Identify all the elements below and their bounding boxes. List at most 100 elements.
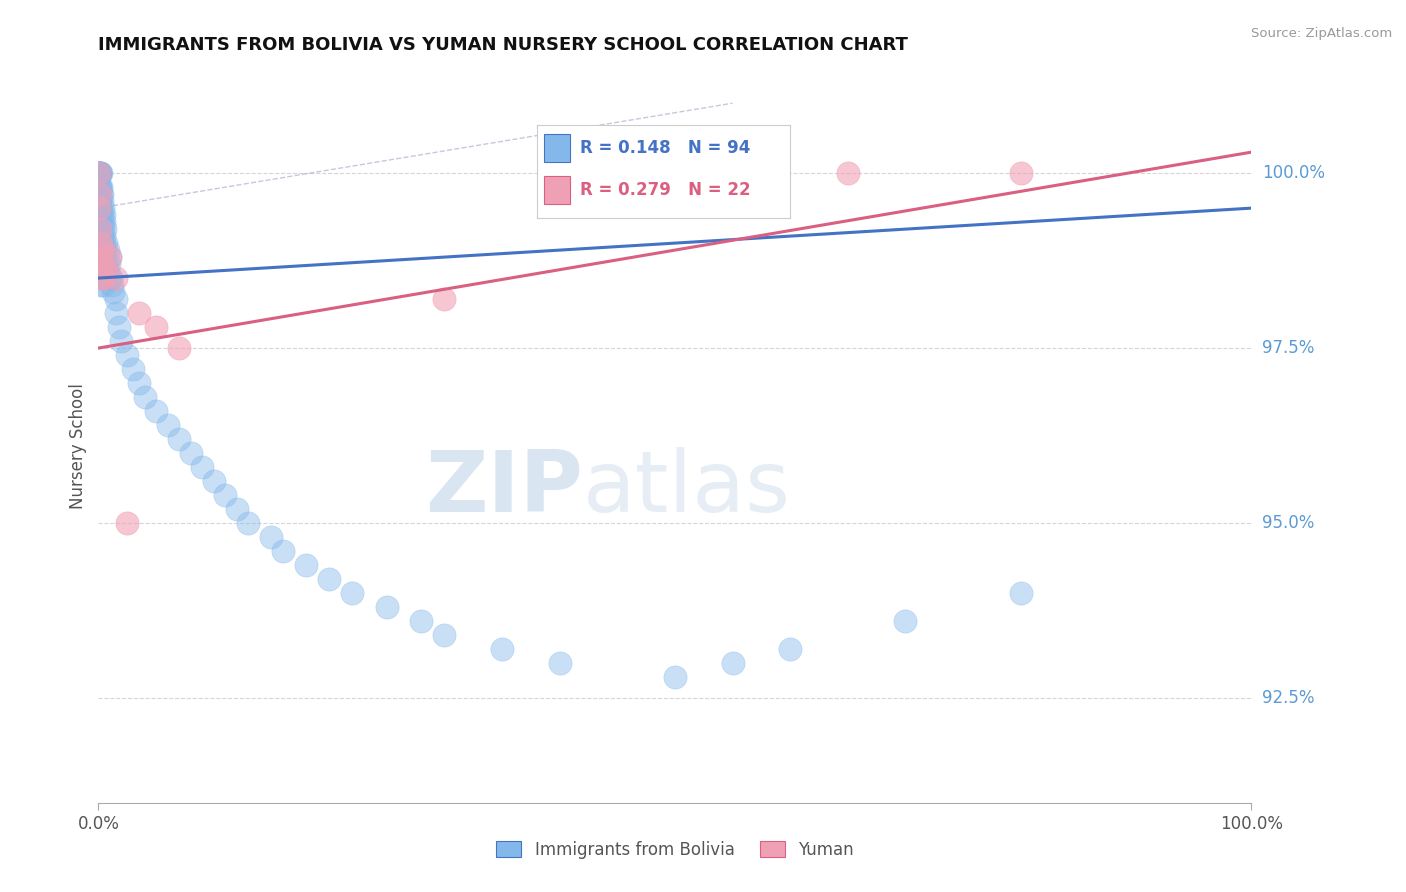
- Point: [89, 166, 111, 180]
- Point: [433, 628, 456, 642]
- Point: [89, 250, 111, 264]
- Point: [721, 166, 744, 180]
- Point: [1010, 586, 1032, 600]
- Point: [167, 341, 190, 355]
- Point: [89, 201, 111, 215]
- Point: [411, 614, 433, 628]
- Point: [91, 201, 114, 215]
- Point: [104, 271, 127, 285]
- Point: [145, 320, 167, 334]
- Point: [87, 208, 110, 222]
- Point: [89, 222, 111, 236]
- Point: [91, 243, 114, 257]
- Text: IMMIGRANTS FROM BOLIVIA VS YUMAN NURSERY SCHOOL CORRELATION CHART: IMMIGRANTS FROM BOLIVIA VS YUMAN NURSERY…: [98, 36, 908, 54]
- Point: [98, 271, 121, 285]
- Point: [91, 194, 114, 208]
- Text: 95.0%: 95.0%: [1263, 514, 1315, 532]
- Point: [156, 417, 179, 432]
- Point: [664, 166, 686, 180]
- Text: 92.5%: 92.5%: [1263, 689, 1315, 706]
- Point: [93, 271, 115, 285]
- Point: [491, 641, 513, 656]
- Point: [98, 250, 121, 264]
- Point: [779, 641, 801, 656]
- Point: [93, 215, 115, 229]
- Point: [104, 306, 127, 320]
- Point: [91, 222, 114, 236]
- Text: atlas: atlas: [582, 447, 790, 531]
- Point: [271, 544, 294, 558]
- Point: [87, 194, 110, 208]
- Point: [90, 229, 112, 244]
- Point: [90, 250, 112, 264]
- Point: [91, 243, 114, 257]
- Legend: Immigrants from Bolivia, Yuman: Immigrants from Bolivia, Yuman: [489, 835, 860, 866]
- Point: [89, 257, 111, 271]
- Point: [87, 166, 110, 180]
- Point: [110, 334, 132, 348]
- Point: [90, 271, 112, 285]
- Point: [117, 348, 139, 362]
- Point: [91, 215, 114, 229]
- Point: [89, 194, 111, 208]
- Point: [89, 180, 111, 194]
- Point: [98, 250, 121, 264]
- Text: 97.5%: 97.5%: [1263, 339, 1315, 357]
- Point: [96, 236, 118, 251]
- Point: [93, 208, 115, 222]
- Point: [340, 586, 363, 600]
- Point: [87, 166, 110, 180]
- Point: [87, 166, 110, 180]
- Point: [87, 166, 110, 180]
- Point: [180, 446, 202, 460]
- Point: [318, 572, 340, 586]
- Point: [89, 215, 111, 229]
- Point: [93, 229, 115, 244]
- Point: [90, 180, 112, 194]
- Point: [721, 656, 744, 670]
- Point: [94, 264, 117, 278]
- Point: [87, 201, 110, 215]
- Point: [101, 278, 124, 293]
- Point: [90, 222, 112, 236]
- Point: [87, 166, 110, 180]
- Point: [91, 264, 114, 278]
- Point: [90, 243, 112, 257]
- Point: [375, 599, 398, 614]
- Point: [100, 271, 122, 285]
- Point: [97, 243, 120, 257]
- Point: [837, 166, 859, 180]
- Y-axis label: Nursery School: Nursery School: [69, 383, 87, 509]
- Point: [89, 236, 111, 251]
- Point: [87, 180, 110, 194]
- Text: ZIP: ZIP: [425, 447, 582, 531]
- Point: [89, 187, 111, 202]
- Point: [93, 257, 115, 271]
- Point: [90, 271, 112, 285]
- Point: [117, 516, 139, 530]
- Point: [89, 166, 111, 180]
- Point: [90, 250, 112, 264]
- Point: [664, 670, 686, 684]
- Point: [202, 474, 225, 488]
- Point: [1010, 166, 1032, 180]
- Point: [214, 488, 236, 502]
- Point: [89, 166, 111, 180]
- Point: [90, 236, 112, 251]
- Point: [90, 208, 112, 222]
- Point: [87, 166, 110, 180]
- Point: [295, 558, 318, 572]
- Point: [90, 187, 112, 202]
- Point: [93, 278, 115, 293]
- Point: [97, 264, 120, 278]
- Point: [93, 236, 115, 251]
- Text: Source: ZipAtlas.com: Source: ZipAtlas.com: [1251, 27, 1392, 40]
- Point: [134, 390, 156, 404]
- Point: [89, 222, 111, 236]
- Point: [191, 460, 214, 475]
- Point: [104, 292, 127, 306]
- Point: [225, 502, 247, 516]
- Point: [122, 362, 145, 376]
- Point: [89, 278, 111, 293]
- Point: [103, 285, 125, 299]
